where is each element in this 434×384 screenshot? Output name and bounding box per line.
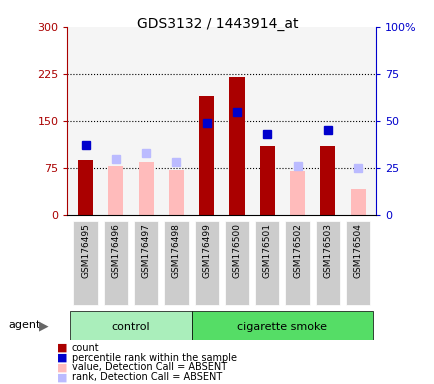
- Text: control: control: [112, 322, 150, 332]
- Bar: [259, 146, 274, 215]
- Text: GSM176504: GSM176504: [353, 223, 362, 278]
- Bar: [138, 162, 153, 215]
- FancyBboxPatch shape: [134, 221, 158, 305]
- Bar: [289, 171, 304, 215]
- Text: ■: ■: [56, 372, 67, 382]
- FancyBboxPatch shape: [345, 221, 369, 305]
- Text: GSM176502: GSM176502: [293, 223, 301, 278]
- Text: GSM176499: GSM176499: [202, 223, 211, 278]
- Text: count: count: [72, 343, 99, 353]
- Bar: [78, 160, 93, 215]
- Bar: [350, 189, 365, 215]
- Bar: [70, 311, 191, 340]
- Text: percentile rank within the sample: percentile rank within the sample: [72, 353, 236, 362]
- Text: ■: ■: [56, 362, 67, 372]
- Text: GSM176495: GSM176495: [81, 223, 90, 278]
- FancyBboxPatch shape: [104, 221, 128, 305]
- FancyBboxPatch shape: [164, 221, 188, 305]
- FancyBboxPatch shape: [315, 221, 339, 305]
- Bar: [168, 170, 184, 215]
- FancyBboxPatch shape: [285, 221, 309, 305]
- Text: cigarette smoke: cigarette smoke: [237, 322, 327, 332]
- Text: GSM176500: GSM176500: [232, 223, 241, 278]
- Text: rank, Detection Call = ABSENT: rank, Detection Call = ABSENT: [72, 372, 221, 382]
- FancyBboxPatch shape: [73, 221, 98, 305]
- Text: GSM176496: GSM176496: [111, 223, 120, 278]
- Text: ■: ■: [56, 343, 67, 353]
- FancyBboxPatch shape: [194, 221, 218, 305]
- Text: GDS3132 / 1443914_at: GDS3132 / 1443914_at: [136, 17, 298, 31]
- Bar: [229, 77, 244, 215]
- Text: GSM176497: GSM176497: [141, 223, 150, 278]
- Text: GSM176503: GSM176503: [322, 223, 332, 278]
- Text: ▶: ▶: [39, 319, 48, 332]
- Bar: [191, 311, 372, 340]
- Text: ■: ■: [56, 353, 67, 362]
- FancyBboxPatch shape: [255, 221, 279, 305]
- Bar: [108, 166, 123, 215]
- FancyBboxPatch shape: [224, 221, 249, 305]
- Text: GSM176501: GSM176501: [262, 223, 271, 278]
- Bar: [199, 96, 214, 215]
- Text: GSM176498: GSM176498: [171, 223, 181, 278]
- Text: value, Detection Call = ABSENT: value, Detection Call = ABSENT: [72, 362, 227, 372]
- Text: agent: agent: [9, 320, 41, 331]
- Bar: [319, 146, 335, 215]
